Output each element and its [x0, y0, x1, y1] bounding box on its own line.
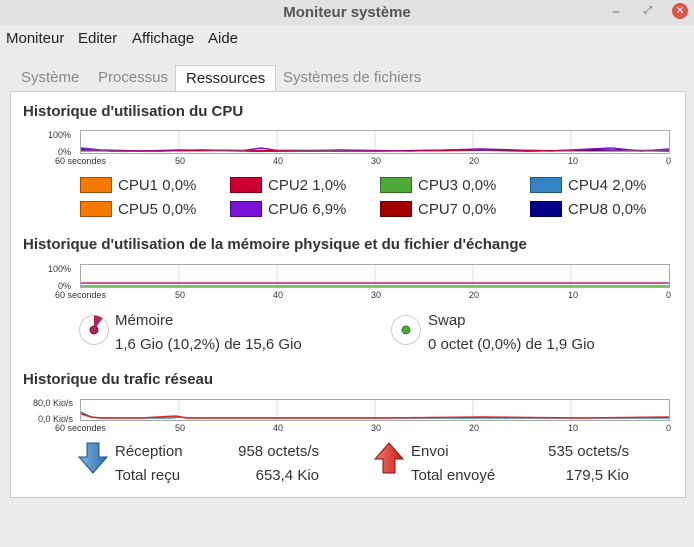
memory-pie-button[interactable] — [78, 314, 110, 346]
tab-systeme[interactable]: Système — [21, 69, 80, 86]
send-rate: 535 octets/s — [548, 443, 629, 460]
network-section-title: Historique du trafic réseau — [23, 371, 214, 388]
receive-total: 653,4 Kio — [255, 467, 319, 484]
memory-x-tick: 0 — [666, 290, 672, 300]
menu-bar: Moniteur Editer Affichage Aide — [0, 26, 694, 52]
memory-y-top: 100% — [47, 264, 71, 274]
cpu-y-top: 100% — [47, 130, 71, 140]
swap-pie-button[interactable] — [390, 314, 422, 346]
cpu-history-graph — [80, 130, 670, 154]
cpu2-label: CPU2 1,0% — [268, 177, 347, 194]
cpu-x-tick: 60 secondes — [55, 156, 107, 166]
cpu8-value: 0,0% — [612, 201, 647, 218]
swap-label: Swap — [428, 312, 466, 329]
menu-affichage[interactable]: Affichage — [132, 30, 195, 47]
memory-x-tick: 50 — [175, 290, 186, 300]
tab-bar: Système Processus Ressources Systèmes de… — [0, 52, 694, 92]
cpu-x-tick: 30 — [371, 156, 382, 166]
receive-rate: 958 octets/s — [238, 443, 319, 460]
cpu8-label: CPU8 0,0% — [568, 201, 647, 218]
network-x-tick: 30 — [371, 423, 382, 433]
cpu2-color-button[interactable] — [230, 177, 262, 193]
tab-systemes-de-fichiers[interactable]: Systèmes de fichiers — [283, 69, 422, 86]
menu-aide[interactable]: Aide — [208, 30, 239, 47]
memory-section-title: Historique d'utilisation de la mémoire p… — [23, 236, 527, 253]
cpu1-color-button[interactable] — [80, 177, 112, 193]
close-icon[interactable]: ✕ — [672, 3, 688, 19]
network-y-bottom: 0,0 Kio/s — [37, 414, 73, 424]
title-bar: Moniteur système – ⤢ ✕ — [0, 0, 694, 26]
memory-history-graph — [80, 264, 670, 288]
cpu6-label: CPU6 6,9% — [268, 201, 347, 218]
cpu-graph-lines — [81, 131, 669, 153]
cpu7-color-button[interactable] — [380, 201, 412, 217]
network-x-tick: 10 — [568, 423, 579, 433]
cpu5-color-button[interactable] — [80, 201, 112, 217]
network-x-tick: 50 — [175, 423, 186, 433]
cpu3-value: 0,0% — [462, 177, 497, 194]
cpu-x-tick: 20 — [469, 156, 480, 166]
cpu4-label: CPU4 2,0% — [568, 177, 647, 194]
window-title: Moniteur système — [283, 4, 411, 21]
cpu4-value: 2,0% — [612, 177, 647, 194]
memory-y-bottom: 0% — [57, 281, 71, 291]
minimize-icon[interactable]: – — [612, 4, 620, 18]
cpu3-label: CPU3 0,0% — [418, 177, 497, 194]
cpu-y-bottom: 0% — [57, 147, 71, 157]
memory-x-tick: 20 — [469, 290, 480, 300]
memory-x-tick: 40 — [273, 290, 284, 300]
arrow-up-icon[interactable] — [374, 442, 404, 474]
network-x-tick: 0 — [666, 423, 672, 433]
cpu-x-tick: 0 — [666, 156, 672, 166]
receive-total-label: Total reçu — [115, 467, 181, 484]
send-label: Envoi — [411, 443, 449, 460]
memory-x-tick: 60 secondes — [55, 290, 107, 300]
resources-panel: Historique d'utilisation du CPU 100% 0% … — [10, 91, 686, 498]
memory-x-tick: 10 — [568, 290, 579, 300]
cpu1-value: 0,0% — [162, 177, 197, 194]
cpu5-value: 0,0% — [162, 201, 197, 218]
memory-value: 1,6 Gio (10,2%) de 15,6 Gio — [115, 336, 302, 353]
cpu3-color-button[interactable] — [380, 177, 412, 193]
cpu7-label: CPU7 0,0% — [418, 201, 497, 218]
arrow-down-icon[interactable] — [78, 442, 108, 474]
receive-label: Réception — [115, 443, 183, 460]
cpu4-color-button[interactable] — [530, 177, 562, 193]
network-x-tick: 20 — [469, 423, 480, 433]
cpu-x-tick: 40 — [273, 156, 284, 166]
cpu6-color-button[interactable] — [230, 201, 262, 217]
send-total-label: Total envoyé — [411, 467, 496, 484]
menu-editer[interactable]: Editer — [78, 30, 118, 47]
memory-label: Mémoire — [115, 312, 174, 329]
network-y-top: 80,0 Kio/s — [32, 398, 73, 408]
network-x-tick: 60 secondes — [55, 423, 107, 433]
cpu8-color-button[interactable] — [530, 201, 562, 217]
swap-value: 0 octet (0,0%) de 1,9 Gio — [428, 336, 595, 353]
cpu-x-tick: 10 — [568, 156, 579, 166]
cpu2-value: 1,0% — [312, 177, 347, 194]
memory-graph-lines — [81, 265, 669, 287]
network-x-tick: 40 — [273, 423, 284, 433]
memory-x-tick: 30 — [371, 290, 382, 300]
cpu5-label: CPU5 0,0% — [118, 201, 197, 218]
cpu6-value: 6,9% — [312, 201, 347, 218]
network-history-graph — [80, 399, 670, 421]
network-graph-lines — [81, 400, 669, 420]
send-total: 179,5 Kio — [565, 467, 629, 484]
maximize-icon[interactable]: ⤢ — [644, 5, 652, 16]
cpu-x-tick: 50 — [175, 156, 186, 166]
tab-ressources[interactable]: Ressources — [175, 65, 277, 91]
tab-processus[interactable]: Processus — [98, 69, 169, 86]
cpu-section-title: Historique d'utilisation du CPU — [23, 103, 244, 120]
cpu7-value: 0,0% — [462, 201, 497, 218]
cpu1-label: CPU1 0,0% — [118, 177, 197, 194]
menu-moniteur[interactable]: Moniteur — [6, 30, 65, 47]
